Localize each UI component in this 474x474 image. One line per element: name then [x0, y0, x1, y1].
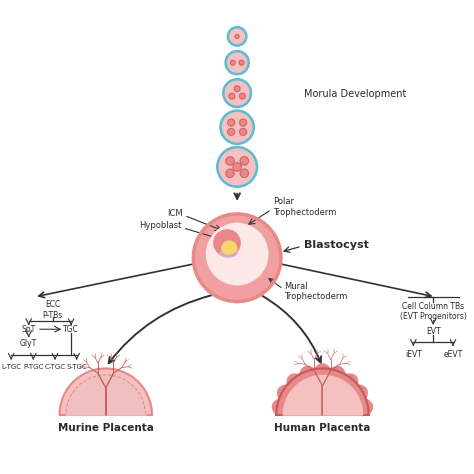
Text: ECC
P-TBs: ECC P-TBs [43, 300, 63, 319]
Circle shape [217, 147, 257, 187]
Text: P-TGC: P-TGC [23, 365, 44, 370]
Text: TGC: TGC [63, 325, 79, 334]
Circle shape [230, 60, 235, 65]
Circle shape [193, 214, 281, 301]
Circle shape [240, 119, 246, 126]
Circle shape [239, 93, 246, 99]
Text: Cell Column TBs
(EVT Progenitors): Cell Column TBs (EVT Progenitors) [400, 302, 466, 321]
Circle shape [226, 157, 234, 165]
Text: ICM: ICM [167, 209, 182, 218]
Text: Mural
Trophectoderm: Mural Trophectoderm [284, 282, 347, 301]
Text: S-TGC: S-TGC [66, 365, 87, 370]
Circle shape [228, 27, 246, 46]
Circle shape [226, 169, 234, 177]
Circle shape [240, 157, 248, 165]
Text: Human Placenta: Human Placenta [274, 423, 371, 433]
Text: Blastocyst: Blastocyst [304, 240, 369, 250]
Polygon shape [273, 364, 373, 415]
Circle shape [223, 79, 251, 107]
Text: EVT: EVT [426, 327, 440, 336]
Circle shape [234, 86, 240, 91]
Circle shape [207, 223, 268, 285]
Circle shape [228, 128, 235, 136]
Text: Hypoblast: Hypoblast [139, 221, 182, 230]
Text: GlyT: GlyT [20, 339, 37, 348]
Text: Murine Placenta: Murine Placenta [58, 423, 154, 433]
Circle shape [233, 163, 241, 171]
Circle shape [222, 241, 237, 256]
Text: SpT: SpT [21, 325, 36, 334]
Text: iEVT: iEVT [405, 350, 422, 359]
Text: L-TGC: L-TGC [1, 365, 21, 370]
Circle shape [239, 60, 244, 65]
Text: C-TGC: C-TGC [45, 365, 65, 370]
Text: Morula Development: Morula Development [304, 89, 406, 99]
Circle shape [240, 128, 246, 136]
Text: eEVT: eEVT [443, 350, 463, 359]
Circle shape [214, 230, 240, 256]
Circle shape [220, 110, 254, 144]
Circle shape [235, 35, 239, 38]
Text: Polar
Trophectoderm: Polar Trophectoderm [273, 197, 337, 217]
Circle shape [240, 169, 248, 177]
Circle shape [228, 119, 235, 126]
Circle shape [226, 51, 249, 74]
Circle shape [229, 93, 235, 99]
